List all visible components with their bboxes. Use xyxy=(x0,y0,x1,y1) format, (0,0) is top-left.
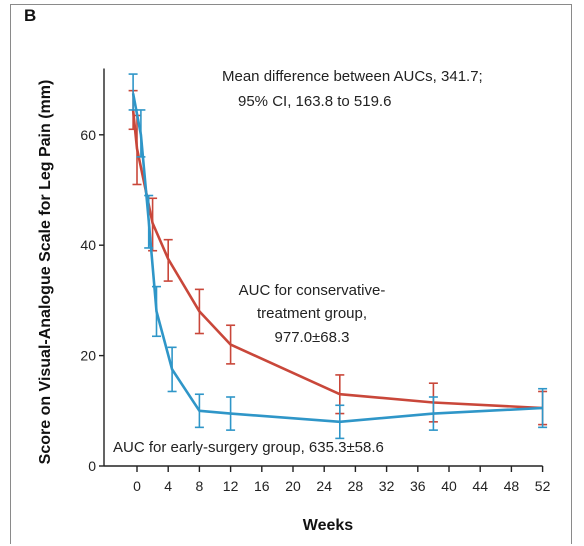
conservative-auc-line1: AUC for conservative- xyxy=(239,282,386,299)
series-0 xyxy=(128,89,548,426)
x-tick-label: 48 xyxy=(504,478,520,494)
mean-diff-annotation-line2: 95% CI, 163.8 to 519.6 xyxy=(238,93,391,110)
y-tick-label: 60 xyxy=(80,127,96,143)
early-surgery-auc: AUC for early-surgery group, 635.3±58.6 xyxy=(113,439,384,456)
x-tick-label: 0 xyxy=(133,478,141,494)
x-tick-label: 4 xyxy=(164,478,172,494)
x-tick-label: 12 xyxy=(223,478,239,494)
y-tick-label: 20 xyxy=(80,348,96,364)
x-tick-label: 40 xyxy=(441,478,457,494)
conservative-auc-line2: treatment group, xyxy=(257,305,367,322)
x-tick-label: 44 xyxy=(472,478,488,494)
x-axis-title: Weeks xyxy=(303,517,354,534)
x-tick-label: 20 xyxy=(285,478,301,494)
series-line xyxy=(131,93,543,424)
x-tick-label: 36 xyxy=(410,478,426,494)
series-line xyxy=(131,109,543,410)
y-axis-title: Score on Visual-Analogue Scale for Leg P… xyxy=(37,80,54,465)
series-1 xyxy=(128,73,548,440)
x-tick-label: 28 xyxy=(348,478,364,494)
mean-diff-annotation-line1: Mean difference between AUCs, 341.7; xyxy=(222,68,483,85)
y-tick-label: 0 xyxy=(88,458,96,474)
x-tick-label: 52 xyxy=(535,478,551,494)
x-tick-label: 16 xyxy=(254,478,270,494)
x-tick-label: 32 xyxy=(379,478,395,494)
panel-label: B xyxy=(24,6,37,25)
series-layer xyxy=(128,73,548,440)
x-tick-label: 24 xyxy=(316,478,332,494)
x-tick-label: 8 xyxy=(196,478,204,494)
panel-frame xyxy=(10,4,572,544)
conservative-auc-line3: 977.0±68.3 xyxy=(275,329,350,346)
y-tick-label: 40 xyxy=(80,237,96,253)
